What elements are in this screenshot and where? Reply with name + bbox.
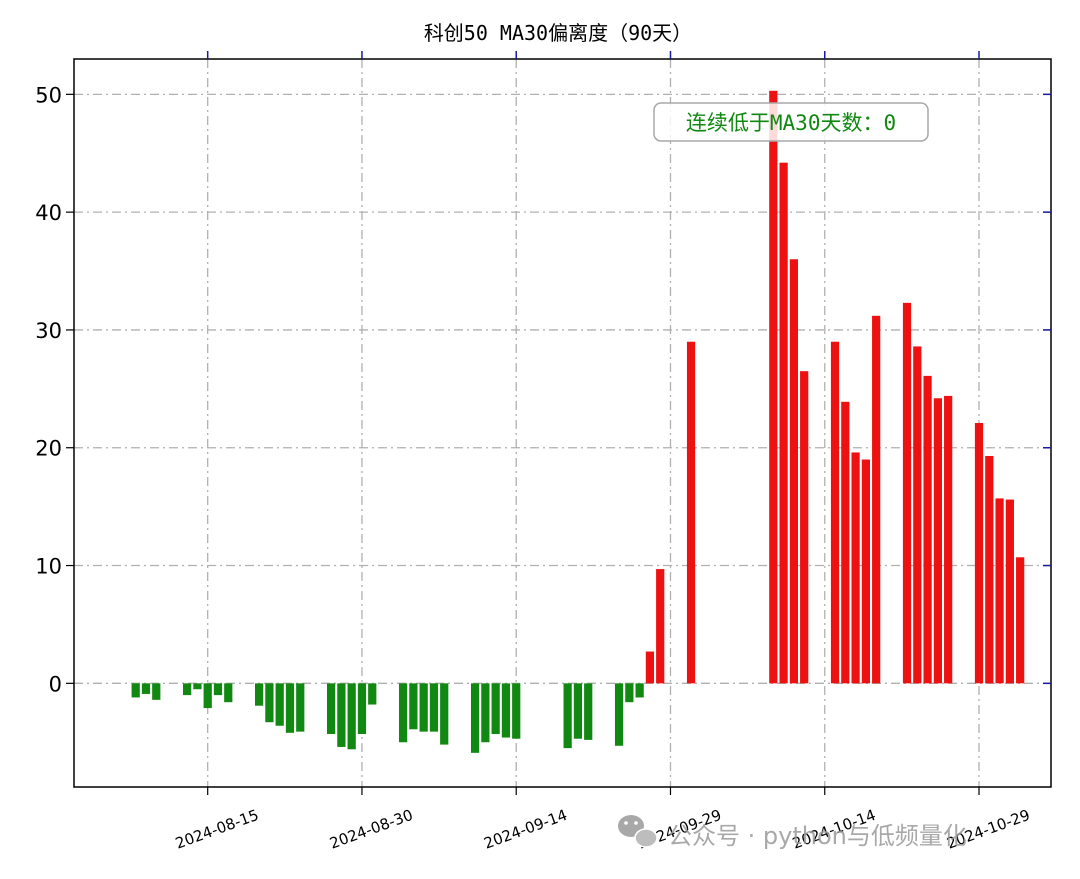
bar	[296, 683, 305, 732]
watermark: 公众号 · python与低频量化	[618, 815, 967, 850]
bar	[779, 162, 788, 684]
bar	[995, 498, 1004, 684]
bar	[563, 683, 572, 749]
bar	[656, 569, 665, 684]
bar	[614, 683, 624, 746]
bar	[913, 346, 922, 684]
y-tick-labels: 0 10 20 30 40 50	[35, 83, 62, 696]
bar	[193, 683, 202, 690]
bar	[152, 683, 161, 700]
bar	[512, 683, 521, 739]
x-tick-label: 2024-08-15	[173, 806, 261, 853]
bar	[368, 683, 377, 705]
bar	[275, 683, 284, 726]
bar	[944, 395, 953, 684]
bar	[337, 683, 346, 747]
wechat-icon	[618, 815, 658, 848]
bar	[830, 341, 840, 684]
bar	[491, 683, 500, 734]
x-tick-label: 2024-08-30	[327, 806, 415, 853]
bar	[851, 452, 860, 684]
bar	[141, 683, 151, 694]
annotation-box: 连续低于MA30天数：0	[653, 102, 929, 142]
bar	[923, 375, 932, 684]
bar	[573, 683, 583, 739]
bar	[861, 459, 870, 684]
bar	[398, 683, 408, 743]
bar	[203, 683, 212, 709]
bar	[1016, 557, 1025, 684]
bar	[429, 683, 439, 732]
y-tick-label: 50	[35, 83, 62, 107]
annotation-text: 连续低于MA30天数：0	[686, 111, 896, 135]
bar	[800, 371, 809, 684]
x-tick-label: 2024-09-14	[482, 806, 570, 853]
bar	[224, 683, 233, 703]
bar	[326, 683, 336, 734]
bar	[347, 683, 356, 750]
axis-ticks	[66, 51, 1051, 795]
plot-frame	[73, 58, 1052, 788]
bar	[635, 683, 644, 698]
bar	[974, 423, 984, 684]
y-tick-label: 20	[35, 437, 62, 461]
bar	[213, 683, 223, 696]
bar	[789, 259, 799, 684]
bar	[285, 683, 295, 733]
bar	[183, 683, 192, 696]
bar	[625, 683, 634, 703]
bar	[686, 341, 696, 684]
chart-title: 科创50 MA30偏离度（90天）	[424, 21, 692, 45]
y-tick-label: 10	[35, 555, 62, 579]
bar	[872, 315, 881, 684]
bar	[933, 398, 942, 684]
bar	[1005, 499, 1014, 684]
y-tick-label: 0	[49, 672, 62, 696]
bar	[357, 683, 367, 734]
bar	[409, 683, 418, 730]
bar	[419, 683, 428, 732]
bar	[769, 90, 778, 684]
grid-lines	[74, 59, 1051, 787]
watermark-text: 公众号 · python与低频量化	[668, 822, 967, 850]
bar	[440, 683, 449, 745]
bar	[501, 683, 511, 738]
bar	[841, 401, 850, 684]
y-tick-label: 30	[35, 319, 62, 343]
bar	[985, 455, 994, 684]
bar	[265, 683, 274, 723]
bars	[131, 90, 1025, 753]
bar	[645, 651, 655, 684]
bar	[481, 683, 490, 743]
y-tick-label: 40	[35, 201, 62, 225]
bar	[902, 302, 912, 684]
bar	[131, 683, 140, 698]
bar	[255, 683, 264, 706]
bar	[470, 683, 480, 753]
bar	[584, 683, 593, 740]
